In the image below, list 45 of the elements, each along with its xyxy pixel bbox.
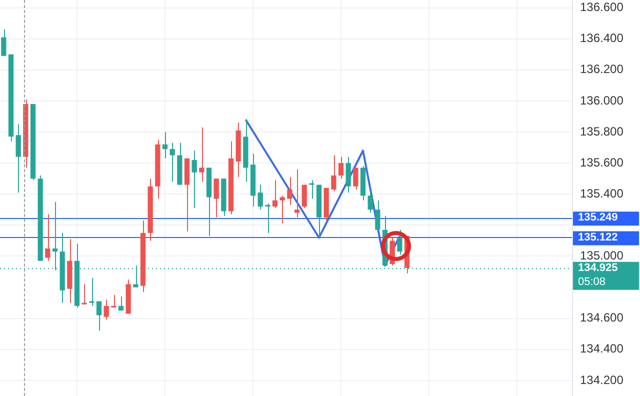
candlestick <box>294 168 300 218</box>
y-tick-label: 136.600 <box>580 0 624 14</box>
candlestick <box>397 229 402 256</box>
ref-line-label: 134.925 <box>578 262 618 274</box>
y-tick-label: 134.600 <box>580 310 624 325</box>
y-tick-label: 135.600 <box>580 155 624 170</box>
y-tick-label: 135.800 <box>580 124 624 138</box>
ref-line-label: 135.249 <box>578 212 618 224</box>
candlestick <box>89 277 94 306</box>
y-tick-label: 135.000 <box>580 248 624 263</box>
candlestick <box>104 299 109 320</box>
candlestick <box>338 156 344 180</box>
candlestick <box>331 154 336 192</box>
candlestick <box>346 156 351 194</box>
ref-line-label: 135.122 <box>578 231 618 244</box>
y-tick-label: 136.400 <box>580 31 624 46</box>
candlestick <box>118 296 124 312</box>
candlestick <box>16 124 21 194</box>
candlestick <box>111 294 116 308</box>
candlestick <box>82 284 87 305</box>
candlestick <box>192 150 197 209</box>
candlestick <box>309 180 314 200</box>
candlestick <box>45 214 50 262</box>
candlestick <box>302 184 307 209</box>
y-tick-label: 136.200 <box>580 62 624 76</box>
candlestick <box>1 29 6 56</box>
candlestick <box>170 142 175 182</box>
candlestick <box>287 176 292 206</box>
candlestick <box>162 132 168 159</box>
candlestick <box>265 202 270 234</box>
candlestick <box>258 184 263 210</box>
y-tick-label: 136.000 <box>580 93 624 108</box>
y-tick-label: 135.400 <box>580 186 624 200</box>
candlestick <box>272 180 278 209</box>
y-tick-label: 134.400 <box>580 342 624 356</box>
candlestick <box>368 190 373 214</box>
y-tick-label: 134.200 <box>580 372 624 387</box>
candlestick <box>199 126 204 182</box>
text: 05:08 <box>578 276 606 288</box>
candlestick <box>280 195 285 224</box>
candlestick <box>375 200 380 230</box>
candlestick <box>353 167 358 190</box>
candlestick <box>96 300 102 332</box>
candlestick <box>133 265 138 288</box>
candlestick <box>214 178 219 218</box>
